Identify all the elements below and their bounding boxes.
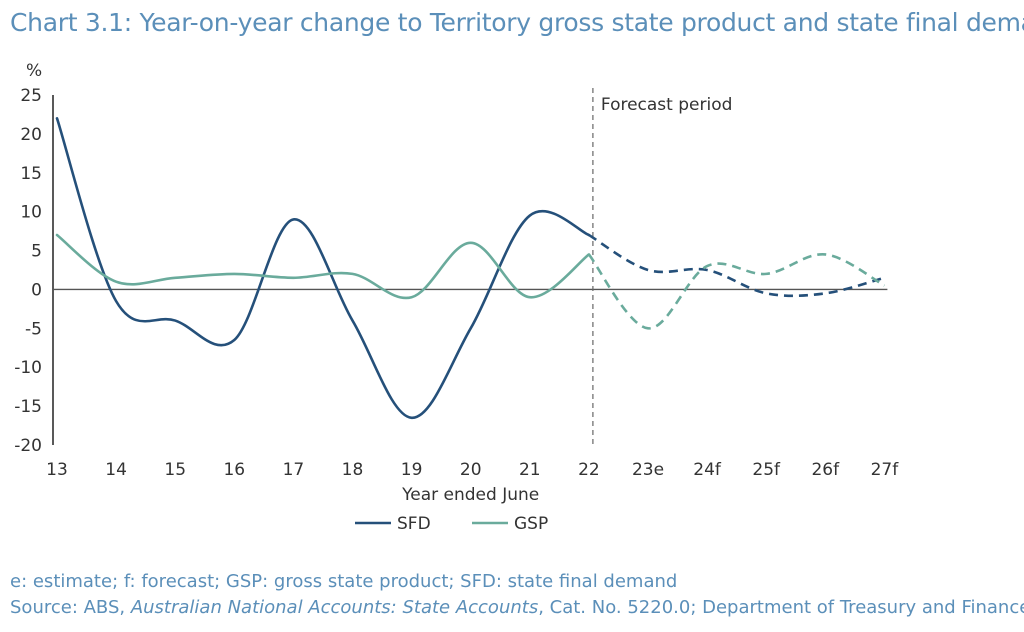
y-axis: % 25 20 15 10 5 0 -5 -10 -15 -20 [14,61,54,456]
x-tick-label: 25f [752,460,781,480]
x-tick-label: 23e [632,460,664,480]
x-axis-title: Year ended June [401,485,539,505]
source-suffix: , Cat. No. 5220.0; Department of Treasur… [538,597,1024,618]
y-tick-label: -10 [14,358,42,378]
source-publication-title: Australian National Accounts: State Acco… [130,597,539,618]
x-tick-label: 26f [811,460,840,480]
line-chart: % 25 20 15 10 5 0 -5 -10 -15 -20 13 14 15 16 17 18 19 20 2… [14,61,900,534]
footnote-abbreviations: e: estimate; f: forecast; GSP: gross sta… [10,571,678,592]
y-tick-label: 5 [31,242,42,262]
gsp-actual-line [55,233,591,300]
x-tick-label: 15 [164,460,186,480]
x-tick-label: 24f [693,460,722,480]
legend: SFD GSP [355,514,548,534]
x-tick-label: 13 [46,460,68,480]
x-tick-label: 20 [460,460,482,480]
y-tick-label: 20 [20,125,42,145]
y-tick-label: -15 [14,397,42,417]
x-tick-label: 14 [105,460,127,480]
y-tick-label: 15 [20,164,42,184]
y-tick-label: 0 [31,280,42,300]
x-tick-label: 17 [283,460,305,480]
x-tick-label: 16 [223,460,245,480]
forecast-period-label: Forecast period [601,95,733,115]
x-tick-label: 22 [578,460,600,480]
gsp-forecast-line [587,253,886,330]
source-prefix: Source: ABS, [10,597,131,618]
legend-label-sfd: SFD [397,514,431,534]
series-lines [55,117,886,420]
y-axis-unit-label: % [26,61,42,81]
y-tick-label: 10 [20,203,42,223]
x-tick-label: 18 [342,460,364,480]
y-tick-label: -20 [14,436,42,456]
x-tick-label: 27f [871,460,900,480]
x-tick-label: 21 [519,460,541,480]
sfd-forecast-line [588,233,885,298]
y-tick-label: -5 [25,319,42,339]
forecast-marker: Forecast period [592,88,733,445]
x-axis: 13 14 15 16 17 18 19 20 21 22 23e 24f 25f 26f 27f Year … [46,288,900,505]
y-tick-label: 25 [20,86,42,106]
chart-title: Chart 3.1: Year-on-year change to Territ… [10,8,1024,37]
legend-label-gsp: GSP [514,514,548,534]
x-tick-label: 19 [401,460,423,480]
sfd-actual-line [55,117,591,420]
footnote-source: Source: ABS, Australian National Account… [10,597,1024,618]
